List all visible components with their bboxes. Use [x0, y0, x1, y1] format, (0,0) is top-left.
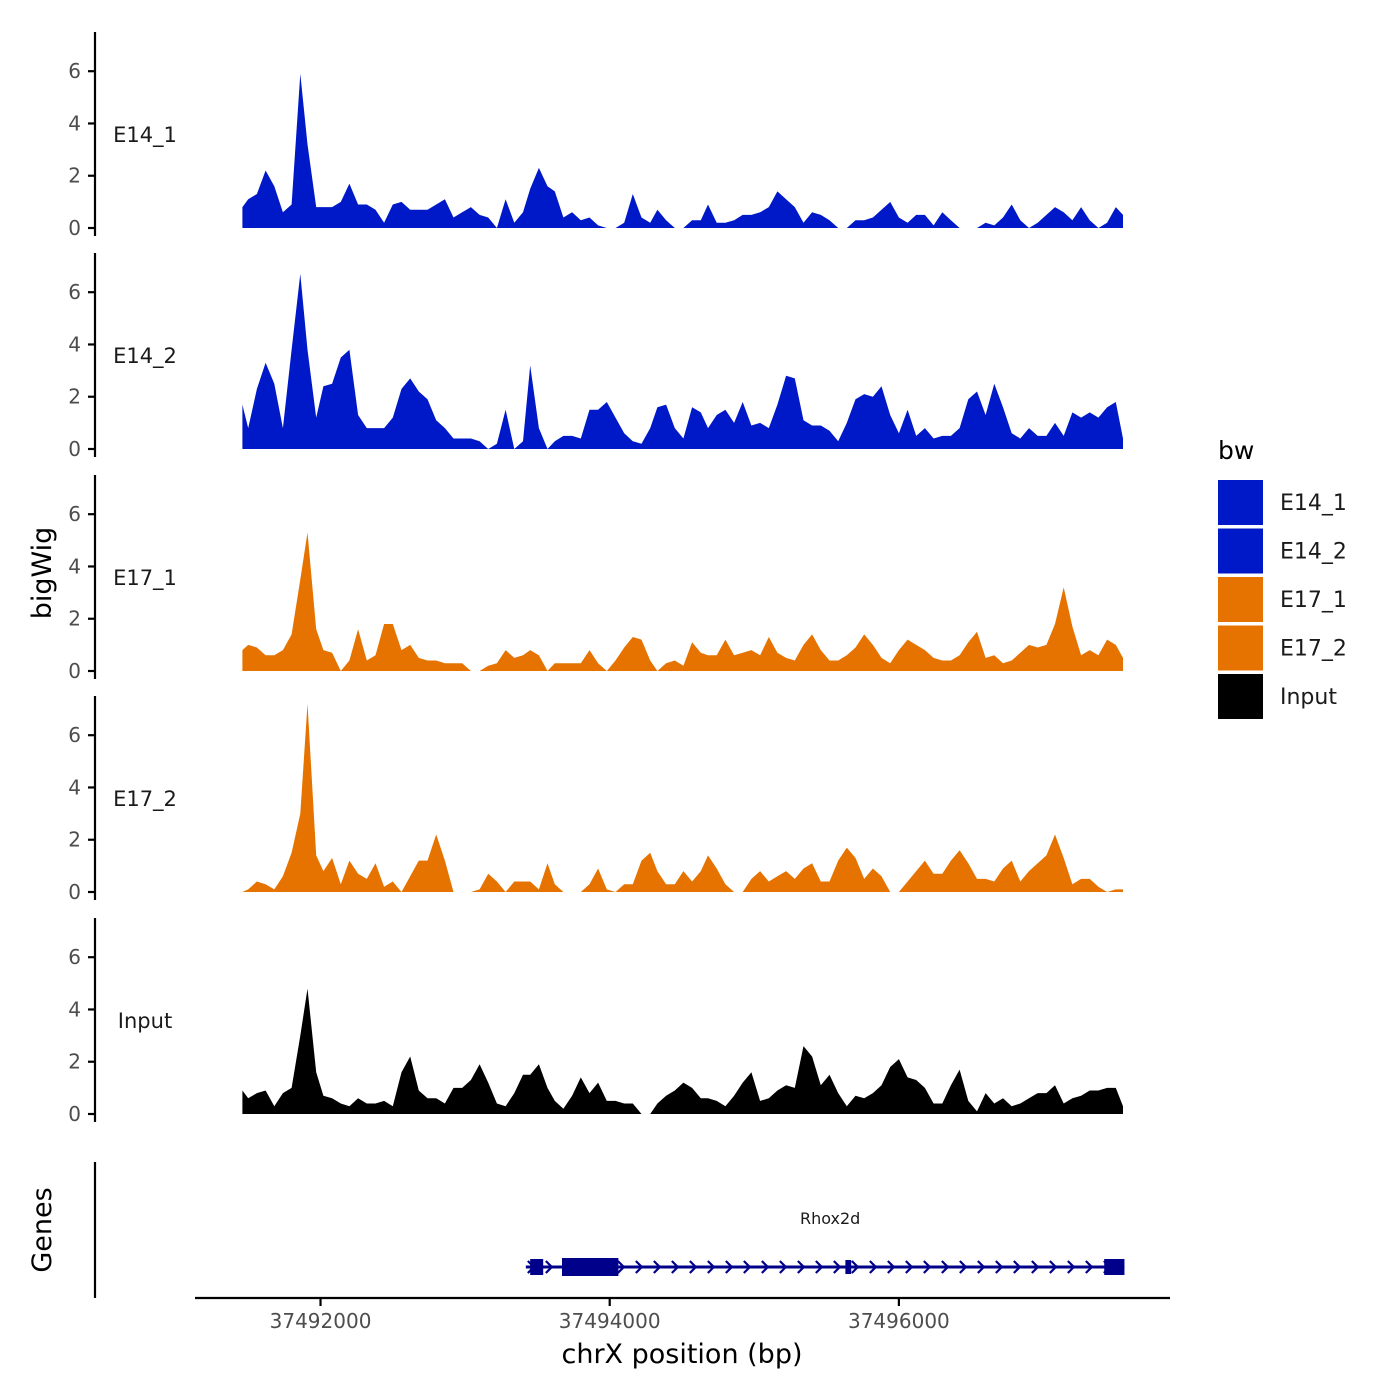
x-tick-label: 37496000	[848, 1309, 950, 1333]
y-tick-label: 4	[68, 997, 81, 1021]
exon-2	[561, 1258, 619, 1276]
area-series-E17_1	[242, 532, 1123, 671]
track-E14_2: 0 2 4 6 E14_2	[68, 253, 1123, 461]
strand-arrow	[725, 1260, 734, 1274]
strand-arrow	[545, 1260, 554, 1274]
y-tick-label: 4	[68, 332, 81, 356]
strand-arrow	[869, 1260, 878, 1274]
legend-label: E17_1	[1280, 588, 1347, 613]
track-Input: 0 2 4 6 Input	[68, 918, 1123, 1126]
x-tick-label: 37492000	[270, 1309, 372, 1333]
y-tick-label: 6	[68, 502, 81, 526]
track-E17_1: 0 2 4 6 E17_1	[68, 475, 1123, 683]
strand-arrow	[1085, 1260, 1094, 1274]
strand-arrow	[743, 1260, 752, 1274]
track-label: E14_1	[113, 123, 177, 148]
strand-arrow	[779, 1260, 788, 1274]
strand-arrow	[959, 1260, 968, 1274]
strand-arrow	[1031, 1260, 1040, 1274]
legend-swatch	[1218, 480, 1263, 525]
legend-entry-E14_2: E14_2	[1218, 528, 1347, 574]
strand-arrow	[617, 1260, 626, 1274]
legend-swatch	[1218, 528, 1263, 574]
y-tick-label: 4	[68, 111, 81, 135]
y-axis-title: bigWig	[27, 527, 58, 620]
strand-arrow	[1067, 1260, 1076, 1274]
y-tick-label: 0	[68, 880, 81, 904]
y-tick-label: 4	[68, 554, 81, 578]
strand-arrow	[833, 1260, 842, 1274]
y-tick-label: 2	[68, 164, 81, 188]
track-label: E14_2	[113, 344, 177, 369]
x-tick-label: 37494000	[559, 1309, 661, 1333]
track-label: E17_2	[113, 787, 177, 812]
y-tick-label: 0	[68, 1102, 81, 1126]
strand-arrow	[887, 1260, 896, 1274]
y-tick-label: 6	[68, 723, 81, 747]
track-E17_2: 0 2 4 6 E17_2	[68, 696, 1123, 904]
y-tick-label: 0	[68, 216, 81, 240]
legend-title: bw	[1218, 436, 1254, 465]
area-series-E14_2	[242, 273, 1123, 449]
strand-arrow	[815, 1260, 824, 1274]
legend-entry-Input: Input	[1218, 674, 1337, 719]
strand-arrow	[977, 1260, 986, 1274]
strand-arrow	[761, 1260, 770, 1274]
legend-label: E14_2	[1280, 540, 1347, 565]
y-tick-label: 4	[68, 775, 81, 799]
strand-arrow	[653, 1260, 662, 1274]
y-tick-label: 2	[68, 1050, 81, 1074]
legend-entry-E14_1: E14_1	[1218, 480, 1347, 525]
track-label: Input	[118, 1009, 172, 1033]
legend-swatch	[1218, 625, 1263, 671]
x-axis: 37492000 37494000 37496000	[195, 1296, 1170, 1333]
tracks-layer: 0 2 4 6 E14_1 0 2 4 6 E14_2 0 2 4 6 E17_1 0 2 4 6 E17_2 0 2 4 6…	[68, 32, 1123, 1126]
legend-entry-E17_1: E17_1	[1218, 577, 1347, 622]
exon-1	[530, 1259, 544, 1275]
y-tick-label: 6	[68, 945, 81, 969]
track-label: E17_1	[113, 566, 177, 591]
y-tick-label: 2	[68, 828, 81, 852]
y-tick-label: 2	[68, 385, 81, 409]
strand-arrow	[941, 1260, 950, 1274]
strand-arrow	[995, 1260, 1004, 1274]
strand-arrow	[851, 1260, 860, 1274]
strand-arrow	[1013, 1260, 1022, 1274]
y-tick-label: 0	[68, 659, 81, 683]
area-series-Input	[242, 988, 1123, 1114]
legend-label: Input	[1280, 685, 1337, 710]
genes-track-title: Genes	[27, 1187, 58, 1272]
strand-arrow	[707, 1260, 716, 1274]
strand-arrow	[797, 1260, 806, 1274]
area-series-E17_2	[242, 703, 1123, 892]
strand-arrow	[923, 1260, 932, 1274]
exon-3	[845, 1260, 852, 1274]
x-axis-title: chrX position (bp)	[561, 1339, 802, 1370]
y-tick-label: 6	[68, 280, 81, 304]
y-tick-label: 2	[68, 607, 81, 631]
legend-swatch	[1218, 577, 1263, 622]
exon-4	[1104, 1259, 1125, 1275]
gene-track: Rhox2d	[93, 1162, 1125, 1298]
legend-label: E17_2	[1280, 637, 1347, 662]
y-tick-label: 0	[68, 437, 81, 461]
strand-arrow	[689, 1260, 698, 1274]
gene-name-label: Rhox2d	[800, 1209, 860, 1228]
legend-swatch	[1218, 674, 1263, 719]
track-E14_1: 0 2 4 6 E14_1	[68, 32, 1123, 240]
legend-label: E14_1	[1280, 491, 1347, 516]
area-series-E14_1	[242, 73, 1123, 228]
y-tick-label: 6	[68, 59, 81, 83]
legend: bw E14_1 E14_2 E17_1 E17_2 Input	[1218, 436, 1347, 719]
strand-arrow	[635, 1260, 644, 1274]
strand-arrow	[905, 1260, 914, 1274]
legend-entry-E17_2: E17_2	[1218, 625, 1347, 671]
strand-arrow	[671, 1260, 680, 1274]
strand-arrow	[1049, 1260, 1058, 1274]
